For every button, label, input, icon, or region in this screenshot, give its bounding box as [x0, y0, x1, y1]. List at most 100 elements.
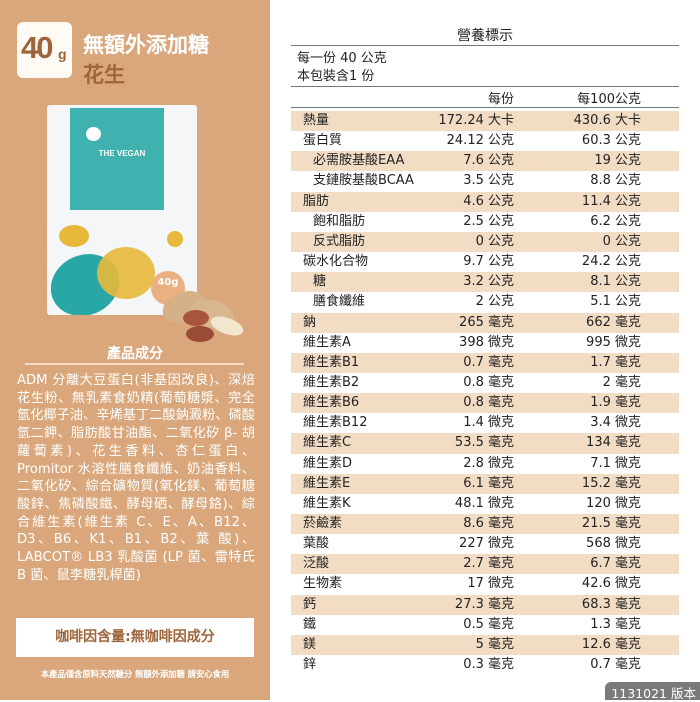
per-serving-value: 3.5 公克 [463, 173, 514, 189]
per-100g-value: 8.8 公克 [590, 173, 641, 189]
per-100g-value: 11.4 公克 [581, 193, 641, 209]
per-100g-value: 1.3 毫克 [590, 616, 641, 632]
nutrient-name: 維生素B6 [303, 395, 360, 411]
ingredients-text: ADM 分離大豆蛋白(非基因改良)、深焙花生粉、無乳素食奶精(葡萄糖漿、完全氫化… [17, 373, 255, 583]
nutrient-name: 蛋白質 [303, 133, 343, 149]
version-badge: 1131021 版本 [605, 682, 700, 701]
per-100g-value: 24.2 公克 [581, 254, 641, 270]
product-package-image: THE VEGAN 40g [47, 105, 197, 315]
caffeine-notice: 咖啡因含量:無咖啡因成分 [16, 618, 254, 657]
per-serving-value: 24.12 公克 [446, 133, 514, 149]
per-serving-value: 5 毫克 [475, 636, 514, 652]
per-serving-value: 2.8 微克 [463, 455, 514, 471]
package-label [70, 108, 164, 210]
nutrient-name: 鈉 [303, 314, 317, 330]
per-serving-value: 0.7 毫克 [463, 354, 514, 370]
nutrition-row: 碳水化合物 9.7 公克 24.2 公克 [291, 252, 679, 272]
per-serving-value: 4.6 公克 [463, 193, 514, 209]
nutrition-row: 膳食纖維 2 公克 5.1 公克 [291, 292, 679, 312]
per-serving-value: 265 毫克 [459, 314, 514, 330]
per-100g-value: 430.6 大卡 [573, 113, 641, 128]
nutrient-name: 葉酸 [303, 536, 330, 552]
per-serving-value: 398 微克 [459, 334, 514, 350]
nutrient-name: 維生素K [303, 495, 351, 511]
nutrition-row: 維生素B2 0.8 毫克 2 毫克 [291, 373, 679, 393]
nutrition-row: 蛋白質 24.12 公克 60.3 公克 [291, 131, 679, 151]
per-100g-value: 15.2 毫克 [581, 475, 641, 491]
per-serving-value: 17 微克 [467, 576, 514, 592]
per-serving-value: 53.5 毫克 [454, 435, 514, 451]
nutrient-name: 維生素E [303, 475, 351, 491]
nutrition-row: 鐵 0.5 毫克 1.3 毫克 [291, 615, 679, 635]
nutrition-row: 維生素A 398 微克 995 微克 [291, 333, 679, 353]
divider [25, 363, 244, 365]
per-serving-value: 1.4 微克 [463, 415, 514, 431]
footer-note: 本產品僅含原料天然糖分 無額外添加糖 請安心食用 [40, 669, 230, 679]
per-serving-value: 0.5 毫克 [463, 616, 514, 632]
serving-size: 每一份 40 公克 [297, 51, 387, 66]
nutrient-name: 支鏈胺基酸BCAA [313, 173, 414, 189]
divider [291, 45, 679, 46]
nutrition-row: 飽和脂肪 2.5 公克 6.2 公克 [291, 212, 679, 232]
col-per-serving: 每份 [487, 92, 514, 107]
decor-circle [59, 225, 89, 247]
per-serving-value: 8.6 毫克 [463, 516, 514, 531]
badge-number: 40 [21, 30, 54, 65]
brand-logo-icon [86, 127, 101, 141]
nutrition-row: 鈉 265 毫克 662 毫克 [291, 312, 679, 333]
nutrient-name: 生物素 [303, 576, 343, 592]
nutrition-row: 生物素 17 微克 42.6 微克 [291, 574, 679, 594]
nutrient-name: 鐵 [303, 616, 317, 632]
nutrient-name: 維生素B1 [303, 354, 360, 370]
per-serving-value: 172.24 大卡 [438, 113, 514, 128]
per-100g-value: 42.6 微克 [581, 576, 641, 592]
servings-per-package: 本包裝含1 份 [297, 69, 375, 84]
per-100g-value: 60.3 公克 [581, 133, 641, 149]
per-100g-value: 568 微克 [586, 536, 641, 552]
per-serving-value: 27.3 毫克 [454, 596, 514, 612]
per-serving-value: 3.2 公克 [463, 274, 514, 290]
per-100g-value: 0 公克 [602, 233, 641, 249]
per-100g-value: 662 毫克 [586, 314, 641, 330]
nutrient-name: 飽和脂肪 [313, 213, 366, 229]
per-serving-value: 0.8 毫克 [463, 374, 514, 390]
per-serving-value: 2 公克 [475, 294, 514, 310]
nutrition-row: 熱量 172.24 大卡 430.6 大卡 [291, 111, 679, 132]
nutrition-row: 脂肪 4.6 公克 11.4 公克 [291, 191, 679, 212]
decor-circle [167, 231, 183, 247]
per-100g-value: 1.9 毫克 [590, 395, 641, 411]
per-serving-value: 6.1 毫克 [463, 475, 514, 491]
nutrition-row: 鎂 5 毫克 12.6 毫克 [291, 634, 679, 656]
ingredients-heading: 產品成分 [107, 346, 163, 362]
nutrition-row: 維生素B6 0.8 毫克 1.9 毫克 [291, 393, 679, 414]
per-100g-value: 2 毫克 [602, 374, 641, 390]
per-serving-value: 0.3 毫克 [463, 657, 514, 673]
per-serving-value: 0.8 毫克 [463, 395, 514, 411]
nutrient-name: 膳食纖維 [313, 294, 366, 310]
nutrient-name: 維生素B12 [303, 415, 368, 431]
package-brand: THE VEGAN [98, 149, 146, 158]
badge-unit: g [58, 46, 67, 62]
nutrient-name: 糖 [313, 274, 327, 290]
nutrient-name: 泛酸 [303, 556, 330, 572]
per-100g-value: 134 毫克 [586, 435, 641, 451]
nutrition-row: 維生素K 48.1 微克 120 微克 [291, 494, 679, 514]
product-title: 無額外添加糖 [83, 33, 209, 57]
per-100g-value: 68.3 毫克 [581, 596, 641, 612]
nutrient-name: 鎂 [303, 636, 317, 652]
nutrient-name: 菸鹼素 [303, 516, 343, 531]
col-per-100g: 每100公克 [577, 92, 641, 107]
per-100g-value: 19 公克 [594, 153, 641, 169]
product-panel: 40 g 無額外添加糖 花生 THE VEGAN 40g 產品成分 ADM 分離… [0, 0, 270, 700]
nutrient-name: 維生素B2 [303, 374, 360, 390]
nutrition-row: 支鏈胺基酸BCAA 3.5 公克 8.8 公克 [291, 171, 679, 191]
nutrition-row: 糖 3.2 公克 8.1 公克 [291, 272, 679, 293]
nutrition-row: 鈣 27.3 毫克 68.3 毫克 [291, 594, 679, 615]
per-100g-value: 3.4 微克 [590, 415, 641, 431]
per-100g-value: 7.1 微克 [590, 455, 641, 471]
nutrient-name: 維生素C [303, 435, 352, 451]
nutrition-row: 必需胺基酸EAA 7.6 公克 19 公克 [291, 151, 679, 172]
per-100g-value: 21.5 毫克 [581, 516, 641, 531]
per-100g-value: 6.7 毫克 [590, 556, 641, 572]
divider [291, 86, 679, 87]
